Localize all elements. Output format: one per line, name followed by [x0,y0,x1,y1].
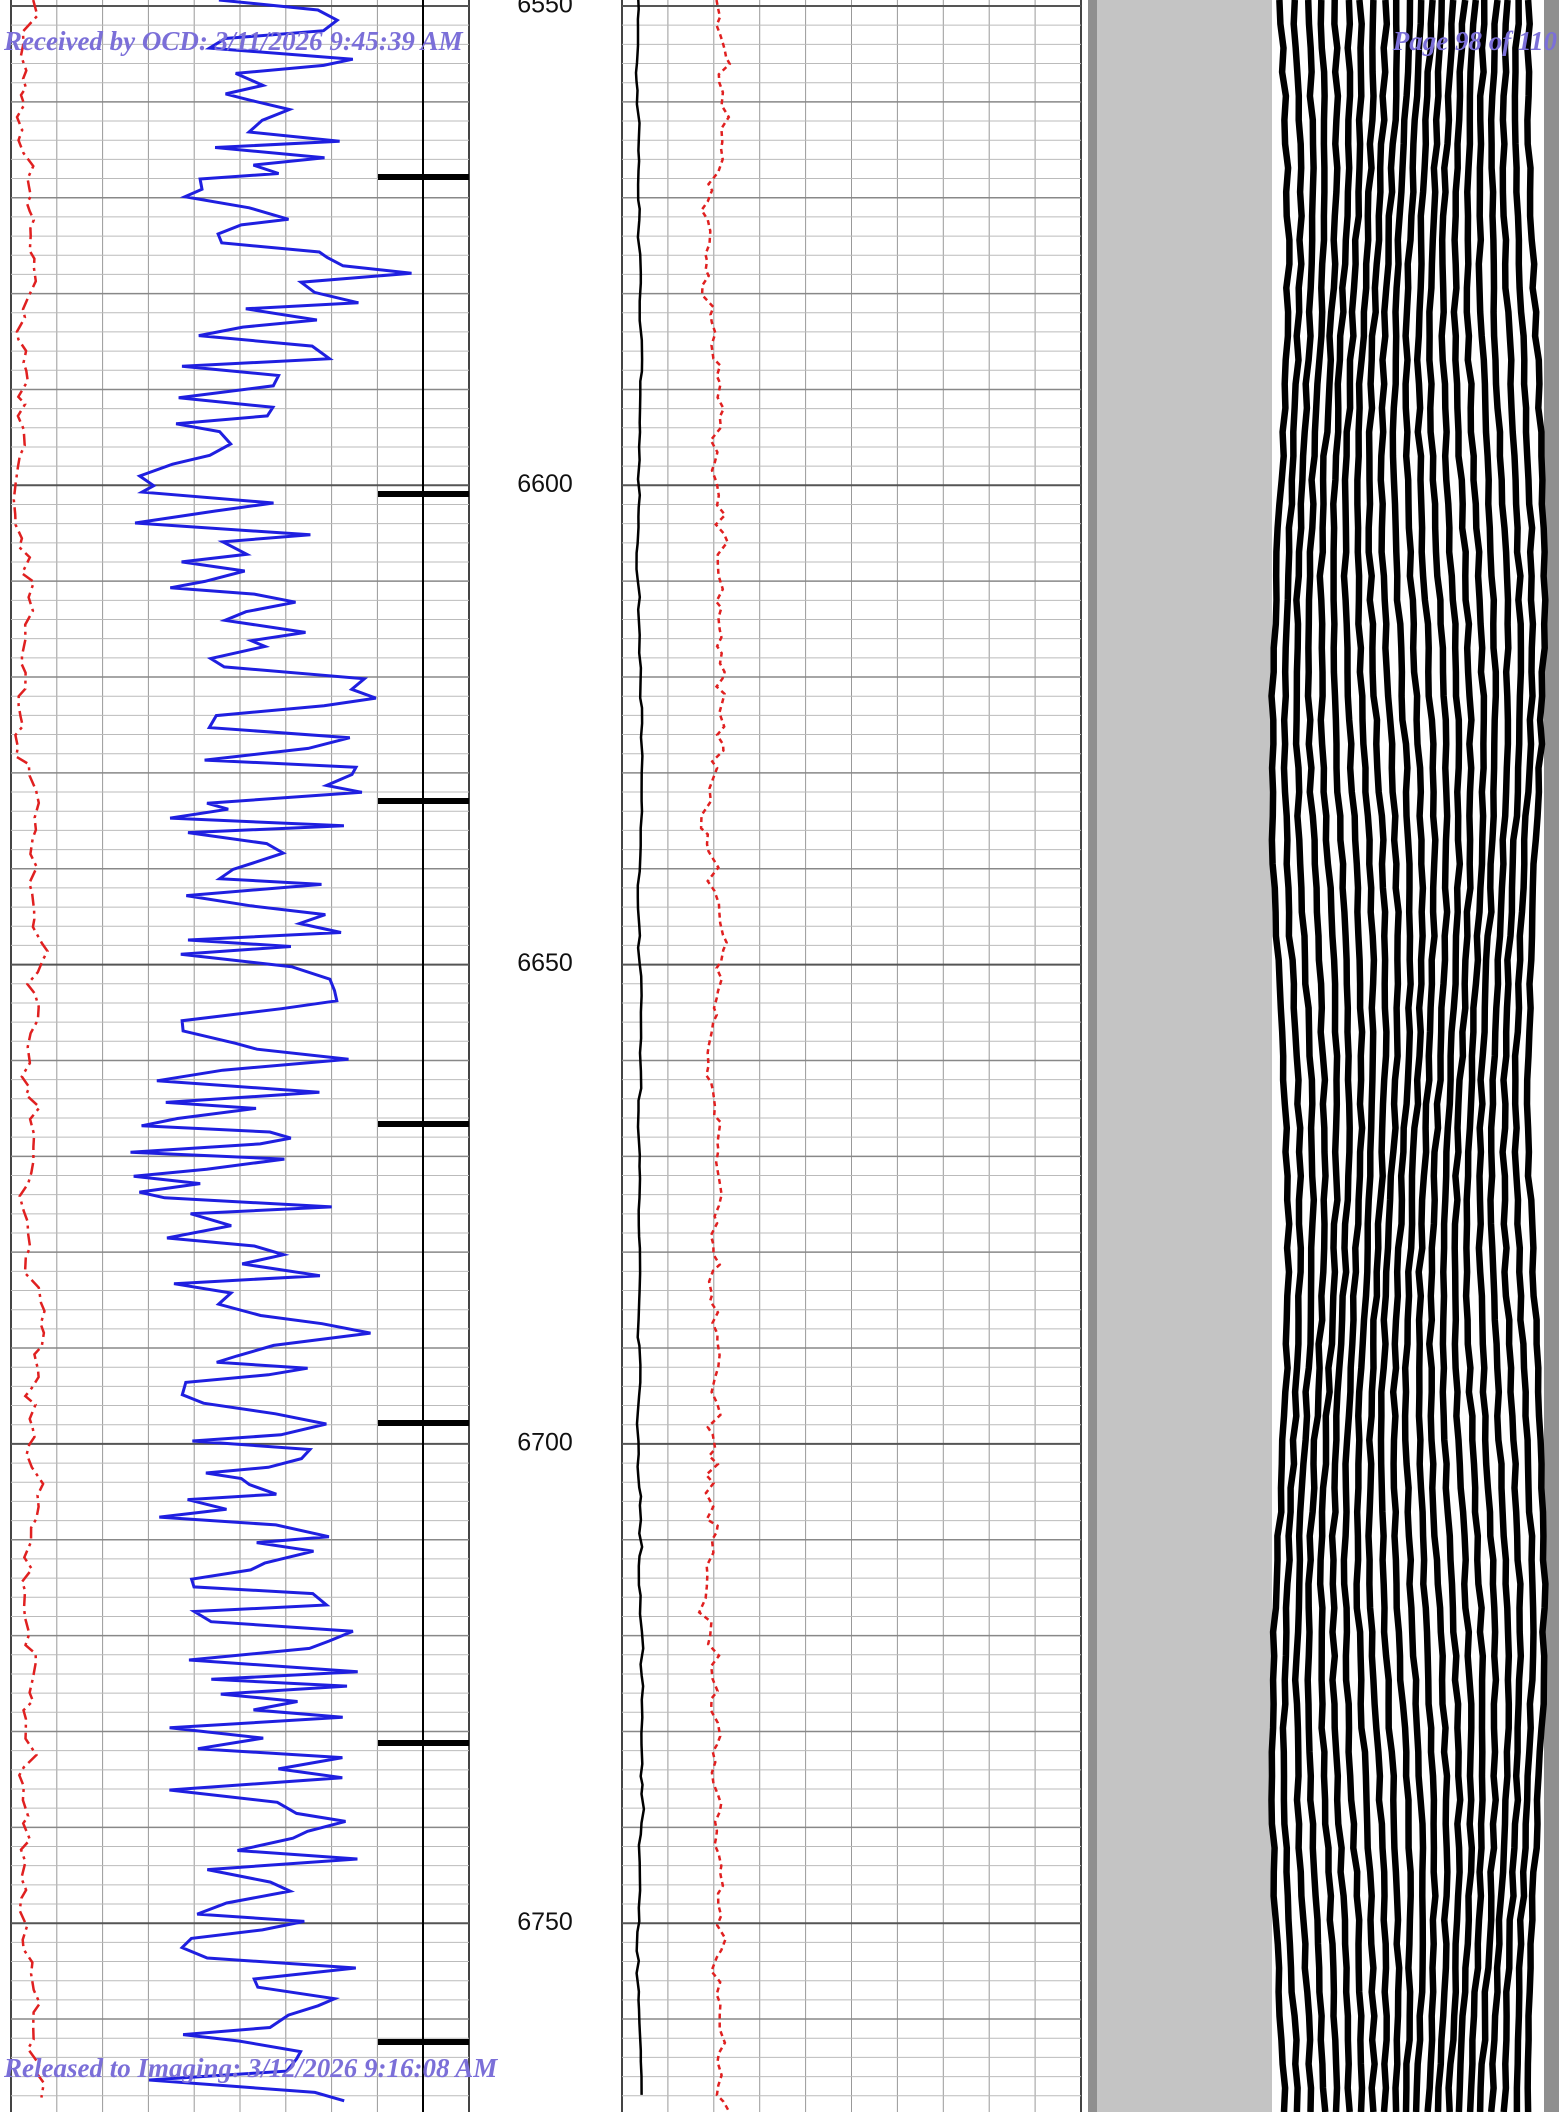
depth-label: 6750 [517,1908,573,1936]
page-stamp: Page 98 of 110 [1392,26,1558,56]
image-stripe [1462,0,1488,2112]
image-stripe [1511,0,1537,2112]
image-band [1097,0,1275,2112]
grid [10,0,1082,2112]
depth-label: 6700 [517,1429,573,1457]
image-stripe [1389,0,1414,2112]
depth-label: 6650 [517,949,573,977]
image-stripe [1316,0,1342,2112]
resistivity-curve [12,0,49,2098]
labels: Received by OCD: 3/11/2026 9:45:39 AM Pa… [3,0,1557,2083]
received-stamp: Received by OCD: 3/11/2026 9:45:39 AM [3,26,464,56]
depth-label: 6600 [517,470,573,498]
image-track [1268,0,1549,2112]
image-stripe [1328,0,1354,2112]
image-stripe [1438,0,1464,2112]
image-stripe [1413,0,1439,2112]
image-stripe [1279,0,1305,2112]
image-stripe [1377,0,1403,2112]
sonic-curve [697,0,732,2112]
gamma-curve [130,0,412,2103]
image-stripe [1365,0,1391,2112]
depth-label: 6550 [517,0,573,19]
released-stamp: Released to Imaging: 3/12/2026 9:16:08 A… [3,2053,498,2083]
image-stripe [1499,0,1525,2112]
curves [12,0,732,2112]
image-stripe [1426,0,1451,2112]
image-stripe [1304,0,1329,2112]
image-stripe [1475,0,1500,2112]
image-stripe [1353,0,1378,2112]
image-stripe [1340,0,1366,2112]
image-stripe [1291,0,1318,2112]
image-stripe [1523,0,1549,2112]
image-stripe [1487,0,1513,2112]
image-stripe [1450,0,1476,2112]
image-stripe [1268,0,1293,2112]
image-stripe [1401,0,1427,2112]
caliper-curve [634,0,646,2095]
